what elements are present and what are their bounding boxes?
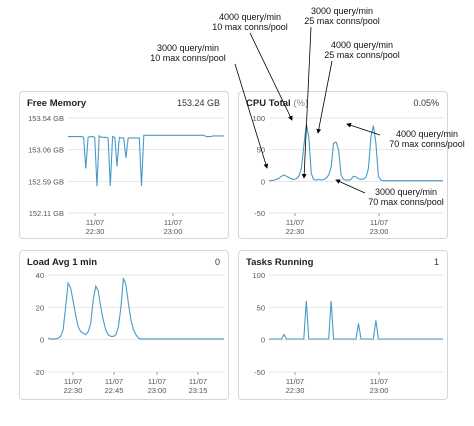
y-tick-label: 100 [252, 114, 265, 123]
x-tick-date: 11/07 [105, 377, 123, 386]
x-tick-time: 23:00 [370, 227, 389, 236]
x-tick-date: 11/07 [286, 377, 304, 386]
panel-title: Load Avg 1 min [27, 257, 98, 268]
y-tick-label: 100 [252, 271, 265, 280]
annotation-label: 3000 query/min 70 max conns/pool [368, 187, 444, 207]
load-avg-panel: Load Avg 1 min 0 40 20 0 -20 11/07 22:30 11/07… [19, 250, 229, 400]
x-tick-time: 23:00 [148, 386, 167, 395]
panel-title: Tasks Running [246, 257, 314, 268]
x-tick-time: 23:00 [370, 386, 389, 395]
series-line [68, 134, 224, 187]
y-tick-label: 50 [257, 303, 265, 312]
panel-current-value: 0.05% [413, 98, 439, 108]
x-tick-time: 22:30 [86, 227, 105, 236]
x-tick-date: 11/07 [64, 377, 82, 386]
x-tick-date: 11/07 [164, 218, 182, 227]
y-tick-label: 0 [261, 336, 265, 345]
y-tick-label: 153.06 GB [28, 146, 64, 155]
annotation-label: 3000 query/min 10 max conns/pool [150, 43, 226, 63]
y-tick-label: -50 [254, 209, 265, 218]
panel-title: Free Memory [27, 98, 87, 109]
x-tick-time: 22:45 [105, 386, 124, 395]
cpu-total-panel: CPU Total (%) 0.05% 100 50 0 -50 11/07 22:30 1… [238, 91, 448, 239]
y-tick-label: 20 [36, 303, 44, 312]
x-tick-date: 11/07 [86, 218, 104, 227]
annotation-label: 3000 query/min 25 max conns/pool [304, 6, 380, 26]
x-tick-date: 11/07 [189, 377, 207, 386]
y-tick-label: 0 [40, 336, 44, 345]
panel-current-value: 0 [214, 257, 220, 267]
y-tick-label: 153.54 GB [28, 114, 64, 123]
y-tick-label: 152.11 GB [29, 209, 64, 218]
series-line [269, 300, 443, 340]
panel-current-value: 153.24 GB [176, 98, 220, 108]
x-tick-time: 23:15 [189, 386, 208, 395]
load-avg-chart: 40200-2011/0722:3011/0722:4511/0723:0011… [33, 271, 224, 395]
annotation-label: 4000 query/min 70 max conns/pool [389, 129, 465, 149]
annotation-label: 4000 query/min 25 max conns/pool [324, 40, 400, 60]
x-tick-time: 22:30 [286, 227, 305, 236]
x-tick-time: 22:30 [64, 386, 83, 395]
annotation-label: 4000 query/min 10 max conns/pool [212, 12, 288, 32]
x-tick-date: 11/07 [370, 218, 388, 227]
series-line [47, 278, 224, 340]
x-tick-date: 11/07 [286, 218, 304, 227]
tasks-running-panel: Tasks Running 1 100 50 0 -50 11/07 22:30 11/07… [238, 250, 448, 400]
y-tick-label: -20 [33, 368, 44, 377]
series-line [269, 124, 443, 182]
x-tick-time: 23:00 [164, 227, 183, 236]
x-tick-date: 11/07 [370, 377, 388, 386]
free-memory-panel: Free Memory 153.24 GB 153.54 GB 153.06 GB… [19, 91, 229, 239]
y-tick-label: 0 [261, 177, 265, 186]
x-tick-time: 22:30 [286, 386, 305, 395]
y-tick-label: -50 [254, 368, 265, 377]
x-tick-date: 11/07 [148, 377, 166, 386]
y-tick-label: 40 [36, 271, 44, 280]
y-tick-label: 50 [257, 146, 265, 155]
y-tick-label: 152.59 GB [28, 177, 64, 186]
free-memory-chart: 153.54 GB 153.06 GB 152.59 GB 152.11 GB 11/0… [28, 114, 224, 236]
panel-current-value: 1 [433, 257, 439, 267]
